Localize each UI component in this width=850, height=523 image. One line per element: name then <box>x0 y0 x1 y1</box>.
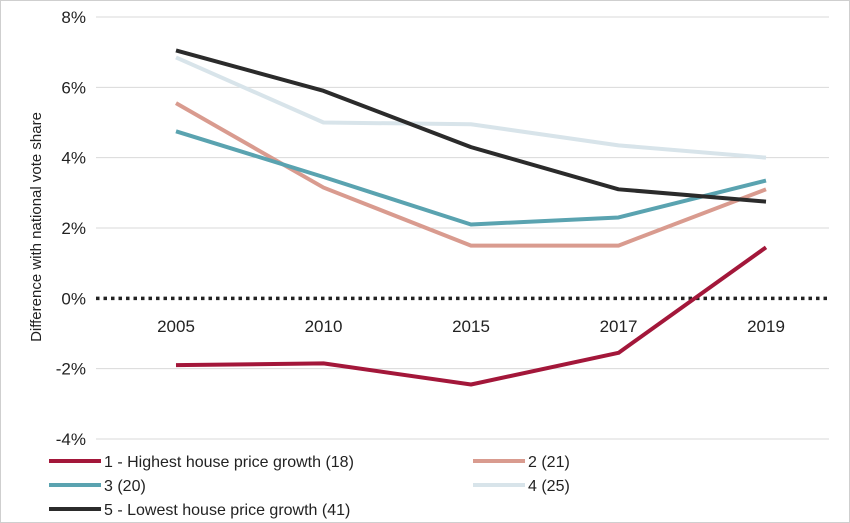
x-tick-labels: 2005 2010 2015 2017 2019 <box>157 317 785 336</box>
legend-item: 3 (20) <box>49 478 146 495</box>
legend: 1 - Highest house price growth (18) 2 (21… <box>49 454 570 519</box>
y-tick-label: 6% <box>61 78 86 97</box>
series-line-4 <box>175 55 767 160</box>
series-line-5 <box>175 48 767 204</box>
legend-item: 5 - Lowest house price growth (41) <box>49 502 350 519</box>
y-tick-label: -4% <box>56 430 86 449</box>
gridlines <box>96 16 829 440</box>
x-tick-label: 2005 <box>157 317 195 336</box>
legend-label: 2 (21) <box>528 454 570 471</box>
x-tick-label: 2015 <box>452 317 490 336</box>
legend-label: 4 (25) <box>528 478 570 495</box>
y-tick-label: 4% <box>61 149 86 168</box>
y-tick-label: -2% <box>56 360 86 379</box>
y-axis-title: Difference with national vote share <box>28 112 45 342</box>
legend-label: 1 - Highest house price growth (18) <box>104 454 354 471</box>
legend-label: 3 (20) <box>104 478 146 495</box>
y-tick-labels: -4% -2% 0% 2% 4% 6% 8% <box>56 8 86 449</box>
series-line-2 <box>175 101 767 248</box>
x-tick-label: 2019 <box>747 317 785 336</box>
legend-item: 1 - Highest house price growth (18) <box>49 454 354 471</box>
series-lines <box>175 48 768 387</box>
y-tick-label: 0% <box>61 289 86 308</box>
x-tick-label: 2017 <box>600 317 638 336</box>
legend-label: 5 - Lowest house price growth (41) <box>104 502 350 519</box>
legend-item: 4 (25) <box>473 478 570 495</box>
x-tick-label: 2010 <box>305 317 343 336</box>
series-line-1 <box>175 245 768 387</box>
legend-item: 2 (21) <box>473 454 570 471</box>
y-tick-label: 8% <box>61 8 86 27</box>
series-line-3 <box>175 129 767 227</box>
y-tick-label: 2% <box>61 219 86 238</box>
